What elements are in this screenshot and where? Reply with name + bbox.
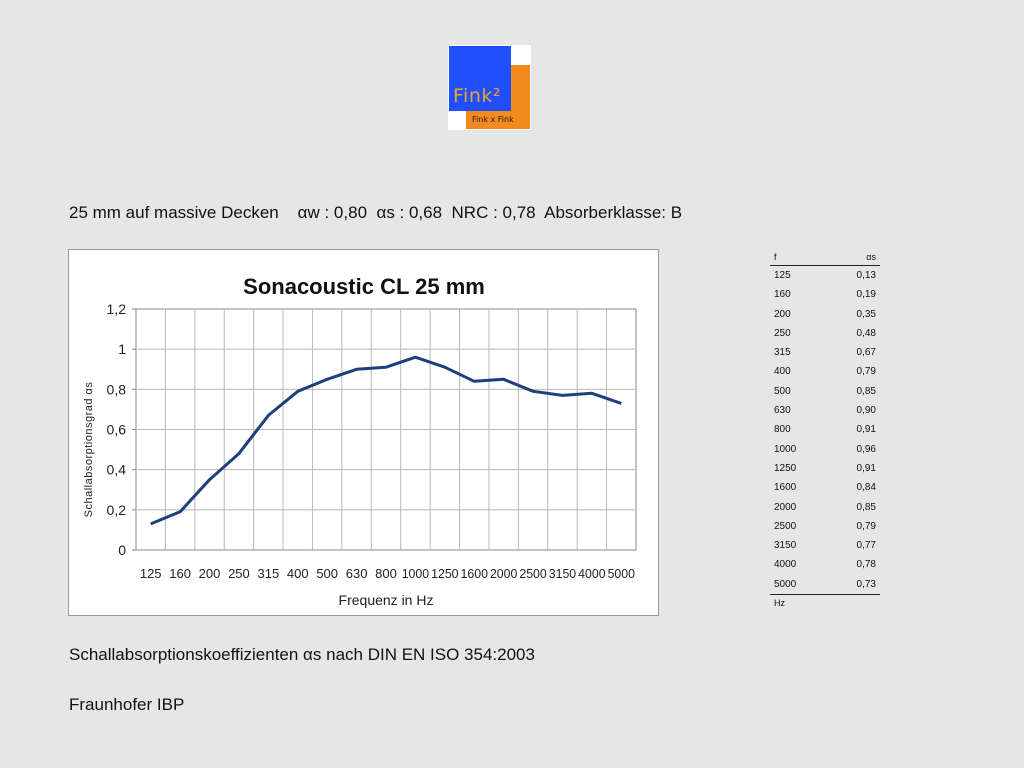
x-tick-label: 1250 [431, 566, 458, 581]
table-row: 125 0,13 [770, 266, 880, 285]
cell-alpha: 0,91 [856, 462, 876, 474]
cell-alpha: 0,13 [856, 270, 876, 281]
table-unit: Hz [774, 598, 785, 609]
table-row: 250 0,48 [770, 324, 880, 343]
table-row: 160 0,19 [770, 285, 880, 304]
x-tick-label: 630 [346, 566, 368, 581]
cell-frequency: 2500 [774, 520, 797, 532]
cell-frequency: 160 [774, 289, 791, 301]
chart-svg: Sonacoustic CL 25 mm 0 0,2 0,4 0,6 0,8 1 1,2 125… [83, 274, 637, 608]
cell-frequency: 125 [774, 270, 791, 281]
cell-alpha: 0,78 [856, 559, 876, 571]
product-headline: 25 mm auf massive Decken αw : 0,80 αs : … [69, 203, 682, 223]
cell-alpha: 0,19 [856, 289, 876, 301]
cell-alpha: 0,79 [856, 520, 876, 532]
cell-frequency: 3150 [774, 540, 797, 552]
nrc-value: NRC : 0,78 [451, 203, 536, 222]
series-line [150, 355, 622, 526]
table-row: 200 0,35 [770, 305, 880, 324]
x-tick-label: 160 [169, 566, 191, 581]
absorption-chart: Sonacoustic CL 25 mm 0 0,2 0,4 0,6 0,8 1 1,2 125… [68, 249, 659, 616]
col-header-alpha: αs [866, 252, 876, 262]
table-row: 800 0,91 [770, 420, 880, 439]
table-row: 500 0,85 [770, 382, 880, 401]
col-header-f: f [774, 252, 777, 262]
table-row: 2500 0,79 [770, 517, 880, 536]
cell-frequency: 2000 [774, 501, 797, 513]
table-row: 1250 0,91 [770, 459, 880, 478]
cell-alpha: 0,84 [856, 482, 876, 494]
chart-title: Sonacoustic CL 25 mm [243, 274, 485, 299]
cell-alpha: 0,96 [856, 443, 876, 455]
cell-alpha: 0,91 [856, 424, 876, 436]
source-label: Fraunhofer IBP [69, 695, 185, 714]
cell-frequency: 1600 [774, 482, 797, 494]
x-tick-label: 1600 [461, 566, 488, 581]
cell-alpha: 0,67 [856, 347, 876, 359]
logo-wordmark: Fink² [453, 85, 501, 107]
cell-frequency: 5000 [774, 578, 797, 590]
cell-frequency: 4000 [774, 559, 797, 571]
cell-alpha: 0,85 [856, 385, 876, 397]
x-tick-label: 315 [258, 566, 280, 581]
table-body: 125 0,13 160 0,19 200 0,35 250 0,48 315 0,67 400 0,… [770, 266, 880, 596]
x-tick-label: 5000 [608, 566, 635, 581]
table-row: 2000 0,85 [770, 498, 880, 517]
y-tick-label: 0,2 [107, 502, 127, 518]
x-tick-label: 1000 [402, 566, 429, 581]
cell-alpha: 0,48 [856, 327, 876, 339]
cell-alpha: 0,77 [856, 540, 876, 552]
x-tick-label: 800 [375, 566, 397, 581]
table-header: f αs [770, 249, 880, 266]
cell-alpha: 0,79 [856, 366, 876, 378]
x-tick-label: 3150 [549, 566, 576, 581]
table-row: 315 0,67 [770, 343, 880, 362]
table-row: 5000 0,73 [770, 575, 880, 594]
x-axis-label: Frequenz in Hz [339, 592, 434, 608]
x-tick-label: 125 [140, 566, 162, 581]
measurement-caption: Schallabsorptionskoeffizienten αs nach D… [69, 645, 535, 664]
y-axis-label: Schallabsorptionsgrad αs [83, 382, 95, 518]
table-row: 1600 0,84 [770, 478, 880, 497]
y-tick-label: 0,6 [107, 422, 127, 438]
x-tick-label: 2000 [490, 566, 517, 581]
y-tick-label: 0 [118, 542, 126, 558]
y-tick-label: 0,4 [107, 462, 127, 478]
cell-frequency: 800 [774, 424, 791, 436]
x-tick-label: 200 [199, 566, 221, 581]
table-row: 630 0,90 [770, 401, 880, 420]
y-tick-label: 1,2 [107, 301, 127, 317]
cell-frequency: 400 [774, 366, 791, 378]
cell-frequency: 1000 [774, 443, 797, 455]
absorber-class: Absorberklasse: B [544, 203, 683, 222]
table-row: 3150 0,77 [770, 536, 880, 555]
cell-frequency: 315 [774, 347, 791, 359]
x-tick-label: 4000 [578, 566, 605, 581]
x-tick-label: 400 [287, 566, 309, 581]
cell-frequency: 200 [774, 308, 791, 320]
cell-frequency: 1250 [774, 462, 797, 474]
table-row: 1000 0,96 [770, 440, 880, 459]
cell-frequency: 500 [774, 385, 791, 397]
x-tick-label: 2500 [519, 566, 546, 581]
alpha-w-value: αw : 0,80 [297, 203, 368, 222]
y-tick-label: 1 [118, 341, 126, 357]
table-row: 400 0,79 [770, 362, 880, 381]
x-tick-label: 500 [316, 566, 338, 581]
cell-alpha: 0,90 [856, 405, 876, 417]
x-tick-label: 250 [228, 566, 250, 581]
cell-frequency: 630 [774, 405, 791, 417]
absorption-table: f αs 125 0,13 160 0,19 200 0,35 250 0,48 315 0,67… [770, 249, 880, 608]
company-logo: Fink² Fink x Fink [448, 45, 531, 130]
y-tick-label: 0,8 [107, 381, 127, 397]
cell-alpha: 0,35 [856, 308, 876, 320]
alpha-s-value: αs : 0,68 [376, 203, 443, 222]
cell-alpha: 0,73 [856, 578, 876, 590]
cell-alpha: 0,85 [856, 501, 876, 513]
logo-subtitle: Fink x Fink [472, 115, 514, 124]
cell-frequency: 250 [774, 327, 791, 339]
headline-prefix: 25 mm auf massive Decken [69, 203, 279, 222]
table-row: 4000 0,78 [770, 555, 880, 574]
